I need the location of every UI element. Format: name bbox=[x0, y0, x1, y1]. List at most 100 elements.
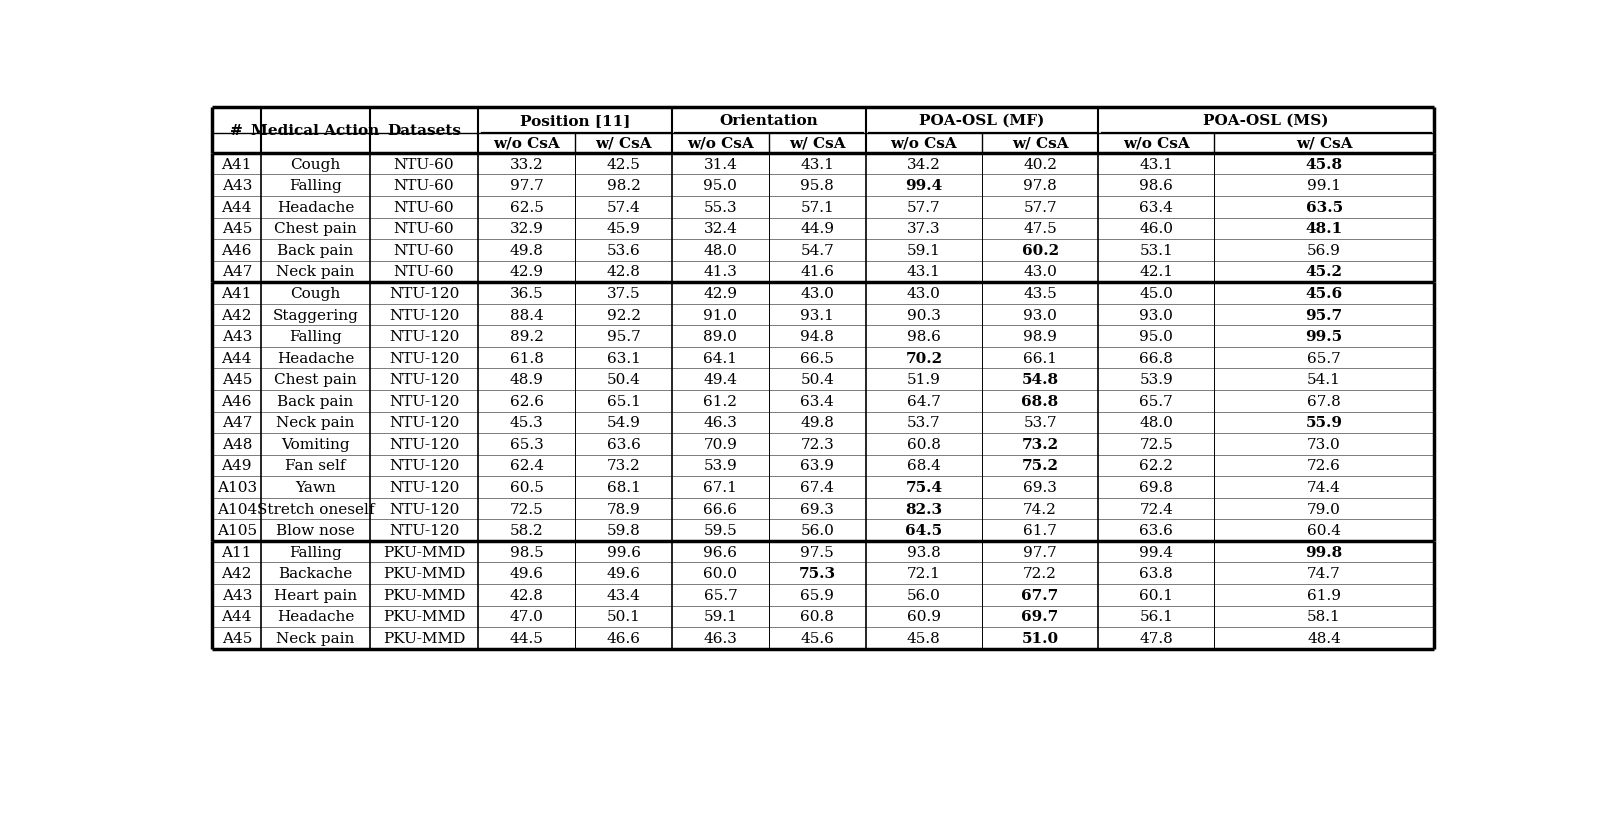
Text: 46.3: 46.3 bbox=[703, 416, 737, 430]
Text: 95.8: 95.8 bbox=[799, 179, 833, 193]
Text: 43.1: 43.1 bbox=[1138, 157, 1173, 171]
Text: NTU-120: NTU-120 bbox=[388, 502, 459, 516]
Text: 63.4: 63.4 bbox=[1138, 201, 1173, 215]
Text: 72.5: 72.5 bbox=[509, 502, 542, 516]
Text: 69.8: 69.8 bbox=[1138, 481, 1173, 495]
Text: 72.2: 72.2 bbox=[1022, 567, 1056, 581]
Text: 36.5: 36.5 bbox=[509, 287, 542, 301]
Text: 98.5: 98.5 bbox=[509, 545, 542, 559]
Text: 50.1: 50.1 bbox=[607, 609, 640, 623]
Text: NTU-120: NTU-120 bbox=[388, 481, 459, 495]
Text: Falling: Falling bbox=[289, 330, 342, 344]
Text: 54.7: 54.7 bbox=[799, 243, 833, 257]
Text: 96.6: 96.6 bbox=[703, 545, 737, 559]
Text: Staggering: Staggering bbox=[273, 308, 358, 322]
Text: 45.6: 45.6 bbox=[799, 631, 833, 645]
Text: 45.3: 45.3 bbox=[509, 416, 542, 430]
Text: POA-OSL (MS): POA-OSL (MS) bbox=[1202, 114, 1327, 128]
Text: 47.5: 47.5 bbox=[1022, 222, 1056, 236]
Text: 43.0: 43.0 bbox=[799, 287, 833, 301]
Text: 66.6: 66.6 bbox=[703, 502, 737, 516]
Text: Headache: Headache bbox=[276, 201, 355, 215]
Text: 60.0: 60.0 bbox=[703, 567, 737, 581]
Text: 53.9: 53.9 bbox=[703, 459, 737, 473]
Text: 62.6: 62.6 bbox=[509, 394, 544, 409]
Text: 48.4: 48.4 bbox=[1306, 631, 1340, 645]
Text: Back pain: Back pain bbox=[278, 243, 353, 257]
Text: w/ CsA: w/ CsA bbox=[1011, 137, 1067, 151]
Text: 49.4: 49.4 bbox=[703, 373, 737, 387]
Text: Back pain: Back pain bbox=[278, 394, 353, 409]
Text: 92.2: 92.2 bbox=[607, 308, 640, 322]
Text: A41: A41 bbox=[221, 287, 252, 301]
Text: A11: A11 bbox=[221, 545, 252, 559]
Text: 46.3: 46.3 bbox=[703, 631, 737, 645]
Text: A44: A44 bbox=[221, 201, 252, 215]
Text: 57.1: 57.1 bbox=[799, 201, 833, 215]
Text: 65.7: 65.7 bbox=[1306, 351, 1340, 365]
Text: 42.9: 42.9 bbox=[509, 265, 544, 279]
Text: 49.8: 49.8 bbox=[509, 243, 542, 257]
Text: 93.8: 93.8 bbox=[907, 545, 941, 559]
Text: 70.2: 70.2 bbox=[905, 351, 942, 365]
Text: w/o CsA: w/o CsA bbox=[493, 137, 560, 151]
Text: 54.1: 54.1 bbox=[1306, 373, 1340, 387]
Text: A105: A105 bbox=[217, 523, 257, 537]
Text: NTU-120: NTU-120 bbox=[388, 437, 459, 451]
Text: 61.9: 61.9 bbox=[1306, 588, 1340, 602]
Text: 72.3: 72.3 bbox=[799, 437, 833, 451]
Text: 45.0: 45.0 bbox=[1138, 287, 1173, 301]
Text: A43: A43 bbox=[221, 179, 252, 193]
Text: 34.2: 34.2 bbox=[907, 157, 941, 171]
Text: NTU-60: NTU-60 bbox=[393, 157, 454, 171]
Text: 75.3: 75.3 bbox=[798, 567, 835, 581]
Text: Vomiting: Vomiting bbox=[281, 437, 350, 451]
Text: 67.1: 67.1 bbox=[703, 481, 737, 495]
Text: 95.7: 95.7 bbox=[1305, 308, 1342, 322]
Text: 99.4: 99.4 bbox=[1138, 545, 1173, 559]
Text: 31.4: 31.4 bbox=[703, 157, 737, 171]
Text: A103: A103 bbox=[217, 481, 257, 495]
Text: 57.7: 57.7 bbox=[907, 201, 941, 215]
Text: 66.5: 66.5 bbox=[799, 351, 833, 365]
Text: 58.1: 58.1 bbox=[1306, 609, 1340, 623]
Text: 47.0: 47.0 bbox=[509, 609, 542, 623]
Text: 99.4: 99.4 bbox=[905, 179, 942, 193]
Text: NTU-120: NTU-120 bbox=[388, 459, 459, 473]
Text: 93.0: 93.0 bbox=[1022, 308, 1056, 322]
Text: 60.1: 60.1 bbox=[1138, 588, 1173, 602]
Text: 33.2: 33.2 bbox=[509, 157, 542, 171]
Text: 72.5: 72.5 bbox=[1138, 437, 1173, 451]
Text: 46.0: 46.0 bbox=[1138, 222, 1173, 236]
Text: 97.7: 97.7 bbox=[1022, 545, 1056, 559]
Text: A43: A43 bbox=[221, 588, 252, 602]
Text: A45: A45 bbox=[221, 631, 252, 645]
Text: 43.5: 43.5 bbox=[1022, 287, 1056, 301]
Text: Cough: Cough bbox=[291, 287, 340, 301]
Text: A42: A42 bbox=[221, 308, 252, 322]
Text: 56.9: 56.9 bbox=[1306, 243, 1340, 257]
Text: 74.7: 74.7 bbox=[1306, 567, 1340, 581]
Text: 60.5: 60.5 bbox=[509, 481, 542, 495]
Text: 42.1: 42.1 bbox=[1138, 265, 1173, 279]
Text: 73.2: 73.2 bbox=[607, 459, 640, 473]
Text: NTU-60: NTU-60 bbox=[393, 179, 454, 193]
Text: 61.2: 61.2 bbox=[703, 394, 737, 409]
Text: A47: A47 bbox=[221, 416, 252, 430]
Text: 97.7: 97.7 bbox=[509, 179, 542, 193]
Text: Neck pain: Neck pain bbox=[276, 631, 355, 645]
Text: 53.9: 53.9 bbox=[1138, 373, 1173, 387]
Text: 43.4: 43.4 bbox=[607, 588, 640, 602]
Text: NTU-120: NTU-120 bbox=[388, 394, 459, 409]
Text: 88.4: 88.4 bbox=[509, 308, 542, 322]
Text: 42.5: 42.5 bbox=[607, 157, 640, 171]
Text: 49.8: 49.8 bbox=[799, 416, 833, 430]
Text: Falling: Falling bbox=[289, 179, 342, 193]
Text: 63.9: 63.9 bbox=[799, 459, 833, 473]
Text: 49.6: 49.6 bbox=[607, 567, 640, 581]
Text: 61.8: 61.8 bbox=[509, 351, 542, 365]
Text: 64.5: 64.5 bbox=[905, 523, 942, 537]
Text: 54.8: 54.8 bbox=[1021, 373, 1058, 387]
Text: 67.4: 67.4 bbox=[799, 481, 833, 495]
Text: 55.3: 55.3 bbox=[703, 201, 737, 215]
